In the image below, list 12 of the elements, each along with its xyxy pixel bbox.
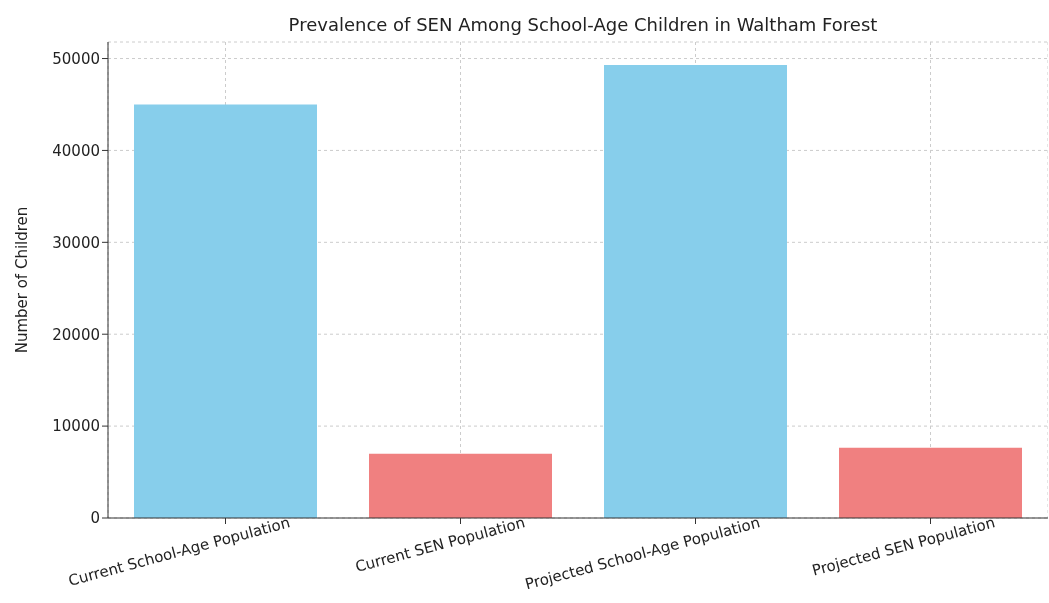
bar [134,104,317,518]
bar [369,453,552,518]
bar [839,447,1022,518]
y-tick-label: 30000 [52,233,100,252]
bar [604,64,787,518]
chart-title: Prevalence of SEN Among School-Age Children in Waltham Forest [287,14,879,35]
y-axis-title: Number of Children [13,206,32,354]
y-tick-label: 50000 [52,49,100,68]
y-tick-label: 10000 [52,417,100,436]
y-tick-label: 0 [90,509,100,528]
y-tick-label: 20000 [52,325,100,344]
y-tick-label: 40000 [52,141,100,160]
